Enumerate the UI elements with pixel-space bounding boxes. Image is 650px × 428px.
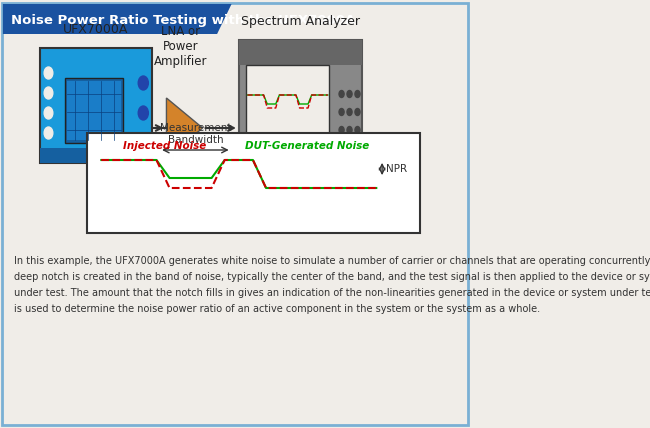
Text: LNA or
Power
Amplifier: LNA or Power Amplifier <box>154 25 207 68</box>
Circle shape <box>44 87 53 99</box>
Text: UFX7000A: UFX7000A <box>63 23 129 36</box>
Circle shape <box>44 107 53 119</box>
Circle shape <box>339 90 344 98</box>
Text: is used to determine the noise power ratio of an active component in the system : is used to determine the noise power rat… <box>14 304 541 314</box>
Circle shape <box>339 109 344 116</box>
Bar <box>40 148 152 163</box>
Text: DUT-Generated Noise: DUT-Generated Noise <box>245 141 369 151</box>
Circle shape <box>355 127 360 134</box>
Text: deep notch is created in the band of noise, typically the center of the band, an: deep notch is created in the band of noi… <box>14 272 650 282</box>
Text: under test. The amount that the notch fills in gives an indication of the non-li: under test. The amount that the notch fi… <box>14 288 650 298</box>
Circle shape <box>44 127 53 139</box>
Polygon shape <box>87 165 420 193</box>
FancyBboxPatch shape <box>239 40 362 170</box>
Circle shape <box>138 106 148 120</box>
Polygon shape <box>3 4 231 34</box>
Circle shape <box>347 109 352 116</box>
Text: Noise Power Ratio Testing with the UFX7000A: Noise Power Ratio Testing with the UFX70… <box>11 14 355 27</box>
Circle shape <box>347 90 352 98</box>
Circle shape <box>138 76 148 90</box>
Circle shape <box>339 127 344 134</box>
Circle shape <box>355 109 360 116</box>
FancyBboxPatch shape <box>65 78 123 143</box>
Bar <box>239 40 362 65</box>
FancyBboxPatch shape <box>246 65 330 135</box>
FancyBboxPatch shape <box>87 133 420 233</box>
Circle shape <box>347 127 352 134</box>
Text: Spectrum Analyzer: Spectrum Analyzer <box>240 15 360 28</box>
Text: Measurement
Bandwidth: Measurement Bandwidth <box>160 123 231 145</box>
FancyBboxPatch shape <box>40 48 152 163</box>
FancyBboxPatch shape <box>68 81 121 140</box>
Text: Injected Noise: Injected Noise <box>123 141 206 151</box>
FancyBboxPatch shape <box>2 3 468 425</box>
Circle shape <box>44 67 53 79</box>
Text: In this example, the UFX7000A generates white noise to simulate a number of carr: In this example, the UFX7000A generates … <box>14 256 650 266</box>
Circle shape <box>355 90 360 98</box>
Polygon shape <box>166 98 203 158</box>
Text: NPR: NPR <box>385 164 407 174</box>
